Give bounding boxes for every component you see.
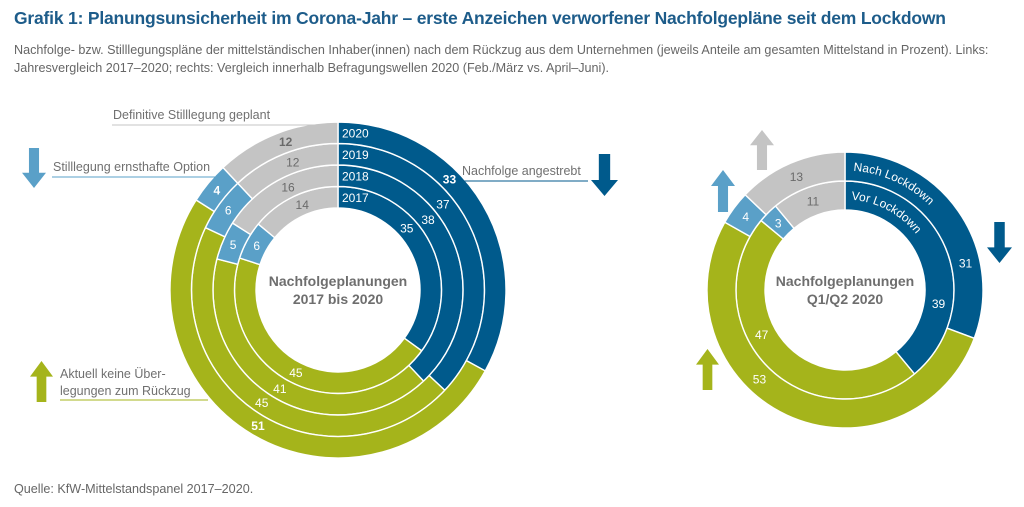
data-label: 38 xyxy=(421,213,435,227)
data-label: 4 xyxy=(213,183,220,197)
data-label: 4 xyxy=(742,210,749,224)
arrow-up-keine-icon xyxy=(30,361,53,402)
data-label: 31 xyxy=(959,256,973,270)
chart-subtitle: Nachfolge- bzw. Stilllegungspläne der mi… xyxy=(14,43,989,75)
data-label: 45 xyxy=(289,366,303,380)
data-label: 51 xyxy=(251,419,265,433)
ring-label-2019: 2019 xyxy=(342,148,369,162)
label-definitive-stilllegung: Definitive Stilllegung geplant xyxy=(113,108,271,122)
data-label: 12 xyxy=(279,135,293,149)
label-keine-line2: legungen zum Rückzug xyxy=(60,384,191,398)
left-donut-chart: 35 45 6 14 2017 38 41 5 16 2018 37 45 6 12 2019 33 51 4 12… xyxy=(169,121,507,459)
data-label: 41 xyxy=(273,382,287,396)
data-label: 53 xyxy=(753,373,767,387)
arrow-up-keine-right-icon xyxy=(696,349,719,390)
data-label: 45 xyxy=(255,396,269,410)
arrow-up-ernsthaft-icon xyxy=(711,170,736,212)
data-label: 5 xyxy=(230,238,237,252)
center-label: Nachfolgeplanungen xyxy=(269,273,407,289)
ring-label-2018: 2018 xyxy=(342,169,369,183)
source-note: Quelle: KfW-Mittelstandspanel 2017–2020. xyxy=(14,482,254,496)
segment-2020-definitiv xyxy=(222,121,339,185)
data-label: 3 xyxy=(775,217,782,231)
data-label: 11 xyxy=(807,195,820,209)
data-label: 39 xyxy=(932,297,946,311)
data-label: 12 xyxy=(286,155,300,169)
center-label: Nachfolgeplanungen xyxy=(776,273,914,289)
data-label: 33 xyxy=(443,173,457,187)
arrow-up-definitiv-icon xyxy=(750,130,775,170)
segment-nach-lockdown-keine xyxy=(706,221,976,429)
arrow-down-nachfolge-icon xyxy=(591,154,619,196)
data-label: 47 xyxy=(755,328,769,342)
arrow-down-nachfolge-right-icon xyxy=(987,222,1012,263)
center-label: 2017 bis 2020 xyxy=(293,291,384,307)
data-label: 6 xyxy=(225,204,232,218)
annotations: Definitive Stilllegung geplant Stilllegun… xyxy=(22,108,1012,402)
data-label: 37 xyxy=(436,197,450,211)
arrow-down-ernsthaft-icon xyxy=(22,148,46,188)
chart-title: Grafik 1: Planungsunsicherheit im Corona… xyxy=(14,8,946,28)
segment-nach-lockdown-definitiv xyxy=(744,151,846,216)
center-label: Q1/Q2 2020 xyxy=(807,291,883,307)
label-nachfolge-angestrebt: Nachfolge angestrebt xyxy=(462,164,581,178)
data-label: 13 xyxy=(790,170,804,184)
label-keine-line1: Aktuell keine Über- xyxy=(60,367,166,381)
data-label: 16 xyxy=(281,181,295,195)
ring-label-2020: 2020 xyxy=(342,126,369,140)
data-label: 14 xyxy=(296,198,310,212)
ring-label-2017: 2017 xyxy=(342,191,369,205)
data-label: 35 xyxy=(400,221,414,235)
label-stilllegung-ernsthaft: Stilllegung ernsthafte Option xyxy=(53,160,210,174)
data-label: 6 xyxy=(253,239,260,253)
